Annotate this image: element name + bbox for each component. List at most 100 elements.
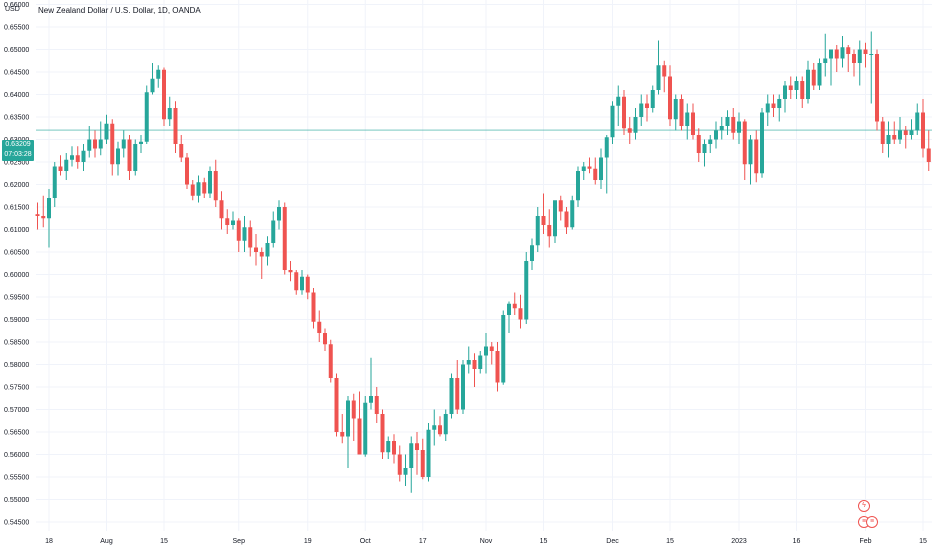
candle bbox=[133, 139, 138, 176]
y-tick-label: 0.62500 bbox=[4, 160, 29, 167]
candle bbox=[208, 166, 212, 198]
candle-body bbox=[737, 121, 741, 133]
candle bbox=[691, 103, 695, 140]
x-tick-label: 15 bbox=[160, 538, 168, 545]
candle-body bbox=[213, 171, 218, 201]
candle-body bbox=[679, 99, 684, 126]
candle-body bbox=[610, 105, 615, 138]
candle bbox=[219, 191, 224, 230]
candle-body bbox=[708, 139, 713, 144]
lightning-icon[interactable]: ϟ bbox=[858, 500, 870, 512]
candle-body bbox=[673, 99, 678, 120]
candle bbox=[231, 211, 235, 230]
us-flag-icon[interactable]: ≡ bbox=[866, 516, 878, 528]
grid-lines bbox=[36, 0, 932, 531]
candle-body bbox=[691, 112, 695, 135]
candle bbox=[202, 177, 207, 198]
candle bbox=[150, 63, 155, 95]
candle bbox=[185, 153, 189, 189]
candle-body bbox=[599, 157, 603, 180]
candle-body bbox=[41, 216, 46, 219]
candle bbox=[340, 414, 345, 444]
candle-body bbox=[271, 220, 276, 243]
candle-body bbox=[633, 117, 638, 133]
candle bbox=[593, 157, 598, 185]
candle-body bbox=[144, 92, 149, 142]
candle bbox=[668, 65, 672, 126]
candle-body bbox=[380, 414, 385, 453]
candle bbox=[317, 310, 322, 342]
y-tick-label: 0.65000 bbox=[4, 47, 29, 54]
candle-body bbox=[110, 123, 115, 165]
candle bbox=[392, 434, 396, 464]
price-axis[interactable]: 0.54500 0.55000 0.55500 0.56000 0.56500 0.570… bbox=[4, 2, 29, 527]
candle bbox=[788, 76, 793, 99]
candle-body bbox=[535, 216, 540, 246]
candle-body bbox=[846, 47, 851, 54]
candle bbox=[558, 195, 563, 221]
candle-body bbox=[116, 148, 120, 165]
y-tick-label: 0.65500 bbox=[4, 25, 29, 32]
candle bbox=[75, 146, 80, 169]
candle bbox=[518, 294, 523, 329]
candle-body bbox=[553, 200, 557, 237]
candle-body bbox=[397, 454, 402, 475]
candle bbox=[639, 94, 644, 126]
candle-body bbox=[317, 321, 322, 333]
candle-body bbox=[892, 135, 897, 140]
candle-body bbox=[420, 450, 425, 477]
y-tick-label: 0.62000 bbox=[4, 182, 29, 189]
candle-body bbox=[248, 227, 253, 248]
candle-body bbox=[627, 128, 632, 133]
candle bbox=[765, 94, 770, 126]
candle bbox=[179, 135, 184, 162]
candle-body bbox=[478, 355, 483, 369]
x-tick-label: Oct bbox=[360, 538, 371, 545]
candle bbox=[64, 153, 69, 180]
candle bbox=[242, 216, 247, 252]
candle-body bbox=[725, 117, 730, 126]
candle-body bbox=[811, 69, 816, 86]
candle-body bbox=[869, 54, 874, 55]
candle-body bbox=[685, 112, 690, 126]
candle bbox=[748, 135, 753, 185]
candle-body bbox=[219, 200, 224, 219]
candle bbox=[829, 49, 833, 86]
x-tick-label: Sep bbox=[233, 538, 246, 545]
candle bbox=[271, 211, 276, 248]
x-tick-label: 17 bbox=[419, 538, 427, 545]
candle-body bbox=[593, 168, 598, 180]
candle bbox=[311, 288, 316, 329]
candle bbox=[880, 117, 885, 153]
candle-body bbox=[668, 76, 672, 120]
candle-body bbox=[909, 130, 914, 135]
candle bbox=[248, 220, 253, 257]
candle-body bbox=[466, 360, 471, 365]
candle-body bbox=[294, 272, 299, 291]
candle bbox=[840, 36, 845, 68]
y-tick-label: 0.58000 bbox=[4, 362, 29, 369]
y-tick-label: 0.60000 bbox=[4, 272, 29, 279]
time-axis[interactable]: 18Aug15Sep19Oct17Nov15Dec15202316Feb15Ma… bbox=[45, 538, 932, 545]
x-tick-label: 2023 bbox=[731, 538, 747, 545]
candle bbox=[58, 155, 63, 176]
candle-body bbox=[622, 96, 626, 129]
candle-body bbox=[139, 141, 143, 144]
candle bbox=[156, 65, 161, 88]
candle bbox=[507, 301, 511, 333]
candle bbox=[725, 110, 730, 135]
y-tick-label: 0.64500 bbox=[4, 70, 29, 77]
candle bbox=[512, 292, 517, 315]
candle bbox=[98, 121, 103, 156]
candle bbox=[530, 238, 534, 270]
candle-body bbox=[501, 315, 506, 383]
candle-body bbox=[81, 150, 86, 162]
candle-body bbox=[570, 200, 575, 228]
candle bbox=[265, 236, 270, 266]
candle-body bbox=[489, 346, 494, 351]
candle-body bbox=[363, 402, 368, 455]
candle-body bbox=[788, 85, 793, 90]
x-tick-label: 15 bbox=[919, 538, 927, 545]
candle-body bbox=[800, 81, 805, 99]
